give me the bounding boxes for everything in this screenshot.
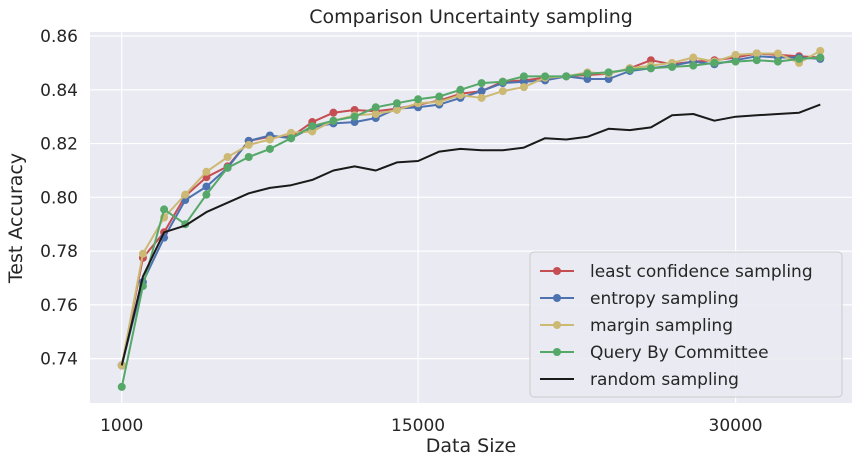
series-random-sampling xyxy=(120,103,821,366)
legend-label: least confidence sampling xyxy=(590,262,813,282)
data-point xyxy=(562,72,571,81)
data-point xyxy=(773,57,782,66)
series-line xyxy=(120,56,821,388)
legend-label: entropy sampling xyxy=(590,289,739,309)
y-tick-label: 0.86 xyxy=(40,27,78,47)
y-tick-label: 0.78 xyxy=(40,242,78,262)
data-point xyxy=(265,144,274,153)
data-point xyxy=(160,205,169,214)
legend-label: random sampling xyxy=(590,370,739,390)
data-point xyxy=(583,69,592,78)
legend-box xyxy=(529,251,843,398)
data-point xyxy=(329,116,338,125)
legend-label: Query By Committee xyxy=(590,343,769,363)
data-point xyxy=(816,53,825,62)
x-tick-label: 30000 xyxy=(709,416,763,436)
data-point xyxy=(392,99,401,108)
x-tick-label: 1000 xyxy=(100,416,143,436)
data-point xyxy=(223,163,232,172)
data-point xyxy=(498,87,507,96)
series-line xyxy=(120,103,821,366)
legend-marker xyxy=(553,294,561,302)
y-tick-label: 0.76 xyxy=(40,296,78,316)
y-axis-label: Test Accuracy xyxy=(5,153,27,284)
data-point xyxy=(287,134,296,143)
data-point xyxy=(773,49,782,58)
data-point xyxy=(244,140,253,149)
data-point xyxy=(350,112,359,121)
data-point xyxy=(202,190,211,199)
data-point xyxy=(816,46,825,55)
data-point xyxy=(625,65,634,74)
data-point xyxy=(731,50,740,59)
data-point xyxy=(519,72,528,81)
grid-lines xyxy=(90,32,852,403)
data-point xyxy=(265,135,274,144)
series-margin-sampling xyxy=(117,46,825,370)
data-point xyxy=(752,56,761,65)
legend: least confidence sampling entropy samplin… xyxy=(529,251,843,398)
legend-item: entropy sampling xyxy=(540,289,739,309)
legend-item: least confidence sampling xyxy=(540,262,813,282)
data-point xyxy=(138,249,147,258)
data-point xyxy=(668,62,677,71)
data-point xyxy=(456,85,465,94)
data-point xyxy=(202,182,211,191)
data-point xyxy=(689,53,698,62)
series-layer xyxy=(117,46,825,391)
x-tick-labels: 1000 15000 30000 xyxy=(100,416,763,436)
data-point xyxy=(244,153,253,162)
data-point xyxy=(604,68,613,77)
data-point xyxy=(477,87,486,96)
data-point xyxy=(329,108,338,117)
data-point xyxy=(308,122,317,131)
legend-item: Query By Committee xyxy=(540,343,769,363)
legend-item: margin sampling xyxy=(540,316,733,336)
legend-marker xyxy=(553,267,561,275)
data-point xyxy=(414,95,423,104)
y-tick-labels: 0.74 0.76 0.78 0.80 0.82 0.84 0.86 xyxy=(40,27,78,370)
y-tick-label: 0.84 xyxy=(40,81,78,101)
data-point xyxy=(181,190,190,199)
series-query-by-committee xyxy=(117,53,825,391)
data-point xyxy=(689,61,698,70)
data-point xyxy=(752,49,761,58)
data-point xyxy=(646,64,655,73)
series-line xyxy=(120,49,821,366)
y-tick-label: 0.82 xyxy=(40,135,78,155)
series-line xyxy=(120,55,821,366)
data-point xyxy=(519,83,528,92)
chart-title: Comparison Uncertainty sampling xyxy=(309,6,633,28)
data-point xyxy=(710,58,719,67)
data-point xyxy=(371,103,380,112)
data-point xyxy=(117,382,126,391)
data-point xyxy=(477,79,486,88)
data-point xyxy=(477,93,486,102)
data-point xyxy=(371,109,380,118)
data-point xyxy=(795,54,804,63)
legend-marker xyxy=(553,321,561,329)
data-point xyxy=(392,105,401,114)
x-tick-label: 15000 xyxy=(391,416,445,436)
legend-item: random sampling xyxy=(540,370,739,390)
y-tick-label: 0.80 xyxy=(40,188,78,208)
x-axis-label: Data Size xyxy=(426,435,516,457)
data-point xyxy=(435,92,444,101)
data-point xyxy=(202,167,211,176)
data-point xyxy=(731,57,740,66)
legend-label: margin sampling xyxy=(590,316,733,336)
y-tick-label: 0.74 xyxy=(40,350,78,370)
data-point xyxy=(498,77,507,86)
data-point xyxy=(541,72,550,81)
data-point xyxy=(223,153,232,162)
legend-marker xyxy=(553,348,561,356)
